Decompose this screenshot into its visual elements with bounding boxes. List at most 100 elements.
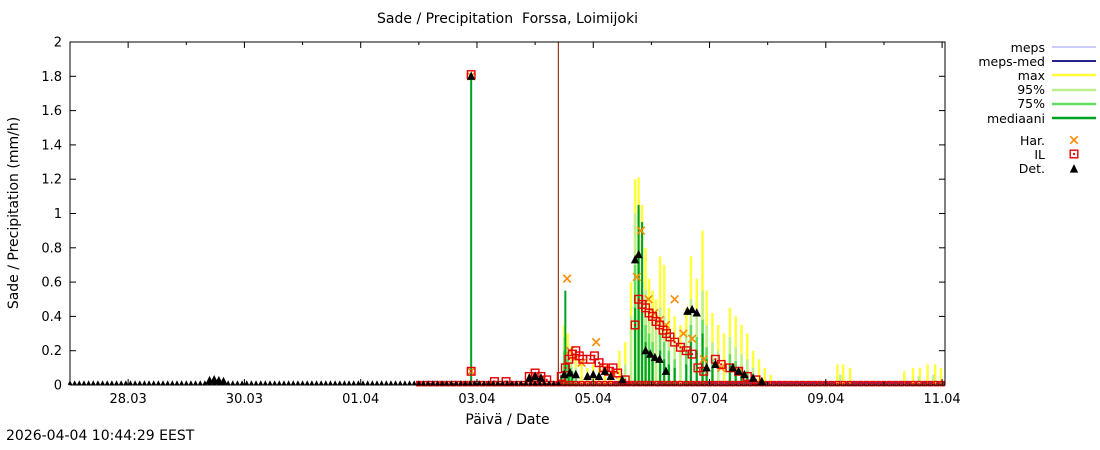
det-triangle-marker xyxy=(757,376,767,386)
il-square-dot xyxy=(586,382,589,385)
il-square-dot xyxy=(720,363,723,366)
har-x-marker xyxy=(632,272,642,282)
il-square-dot xyxy=(656,382,659,385)
legend-label: meps-med xyxy=(978,53,1045,69)
det-triangle-marker xyxy=(453,380,459,385)
il-square-dot xyxy=(574,349,577,352)
il-square-dot xyxy=(638,382,641,385)
il-square-marker xyxy=(852,380,858,387)
il-square-dot xyxy=(611,366,615,369)
det-triangle-marker xyxy=(702,363,711,372)
y-tick-label: 1.6 xyxy=(41,104,62,119)
il-square-dot xyxy=(679,346,682,349)
il-square-dot xyxy=(644,382,647,385)
il-square-marker xyxy=(670,337,680,347)
il-square-dot xyxy=(790,382,792,385)
det-triangle-marker xyxy=(160,380,166,385)
il-square-marker xyxy=(613,368,623,378)
il-square-dot xyxy=(685,349,688,352)
il-square-dot xyxy=(598,382,600,385)
det-triangle-marker xyxy=(383,380,389,385)
il-square-marker xyxy=(910,380,916,387)
det-triangle-marker xyxy=(132,380,138,385)
det-triangle-marker xyxy=(740,369,749,379)
det-triangle-marker xyxy=(360,380,366,385)
il-square-marker xyxy=(602,380,608,387)
det-triangle-marker xyxy=(342,380,347,385)
det-triangle-marker xyxy=(165,380,170,385)
il-square-dot xyxy=(696,366,700,369)
det-triangle-marker xyxy=(370,380,375,385)
legend-sample-mediaani xyxy=(1052,116,1096,120)
legend-sample-75% xyxy=(1052,102,1096,106)
det-triangle-marker xyxy=(81,380,87,385)
legend-label: 75% xyxy=(1017,96,1045,112)
det-triangle-marker xyxy=(128,380,133,385)
det-triangle-marker xyxy=(411,380,417,385)
det-triangle-marker xyxy=(379,380,384,385)
det-triangle-marker xyxy=(156,380,161,385)
il-square-dot xyxy=(737,382,740,385)
legend-item-mediaani: mediaani xyxy=(938,111,1098,126)
det-triangle-marker xyxy=(551,380,557,385)
det-triangle-marker xyxy=(476,380,482,385)
il-square-dot xyxy=(580,382,583,385)
il-square-dot xyxy=(848,382,850,385)
det-triangle-marker xyxy=(174,380,180,385)
il-square-dot xyxy=(929,382,932,385)
det-triangle-marker xyxy=(151,380,157,385)
det-triangle-marker xyxy=(346,380,352,385)
il-square-dot xyxy=(906,382,909,385)
il-square-dot xyxy=(633,323,637,327)
il-square-dot xyxy=(564,366,567,369)
det-triangle-marker xyxy=(351,380,357,385)
il-square-marker xyxy=(875,380,881,387)
det-triangle-marker xyxy=(518,380,524,385)
det-triangle-marker xyxy=(537,380,543,385)
det-triangle-marker xyxy=(630,254,640,264)
det-triangle-marker xyxy=(556,380,561,385)
il-square-dot xyxy=(836,382,839,385)
il-square-dot xyxy=(778,382,781,385)
x-tick-label: 05.04 xyxy=(575,392,612,407)
il-square-marker xyxy=(596,380,602,387)
plot-border xyxy=(69,41,946,386)
il-square-dot xyxy=(1072,153,1076,156)
il-square-dot xyxy=(923,382,926,385)
det-triangle-marker xyxy=(571,369,581,379)
il-square-dot xyxy=(749,382,752,385)
x-tick-label: 01.04 xyxy=(342,392,379,407)
il-square-marker xyxy=(788,380,794,387)
det-triangle-marker xyxy=(388,380,394,385)
det-triangle-marker xyxy=(449,380,454,385)
det-triangle-marker xyxy=(655,354,664,363)
legend-sample-Det. xyxy=(1069,163,1079,173)
det-triangle-marker xyxy=(104,380,110,385)
det-triangle-marker xyxy=(687,304,697,314)
il-square-marker xyxy=(636,380,643,387)
chart-legend: meps meps-med max 95% 75% mediaani Har. IL Det. xyxy=(938,40,1098,176)
det-triangle-marker xyxy=(393,380,398,385)
il-square-dot xyxy=(795,382,798,385)
det-triangle-marker xyxy=(323,380,329,385)
legend-item-meps: meps xyxy=(938,39,1098,55)
det-triangle-marker xyxy=(332,380,338,385)
il-square-dot xyxy=(714,382,717,385)
det-triangle-marker xyxy=(594,371,604,380)
il-square-marker xyxy=(712,380,719,387)
legend-label: meps xyxy=(1010,39,1045,55)
det-triangle-marker xyxy=(504,380,510,385)
il-square-dot xyxy=(894,382,897,385)
det-triangle-marker xyxy=(600,366,610,375)
il-square-dot xyxy=(877,382,880,385)
il-square-marker xyxy=(817,380,823,387)
chart-title: Sade / Precipitation Forssa, Loimijoki xyxy=(377,11,638,27)
il-square-dot xyxy=(644,306,647,309)
det-triangle-marker xyxy=(546,380,552,385)
det-triangle-marker xyxy=(435,380,440,385)
legend-item-meps-med: meps-med xyxy=(938,53,1098,69)
il-square-marker xyxy=(683,380,690,387)
y-tick-label: 0.6 xyxy=(41,276,62,291)
det-triangle-marker xyxy=(365,380,370,385)
il-square-dot xyxy=(593,354,596,357)
